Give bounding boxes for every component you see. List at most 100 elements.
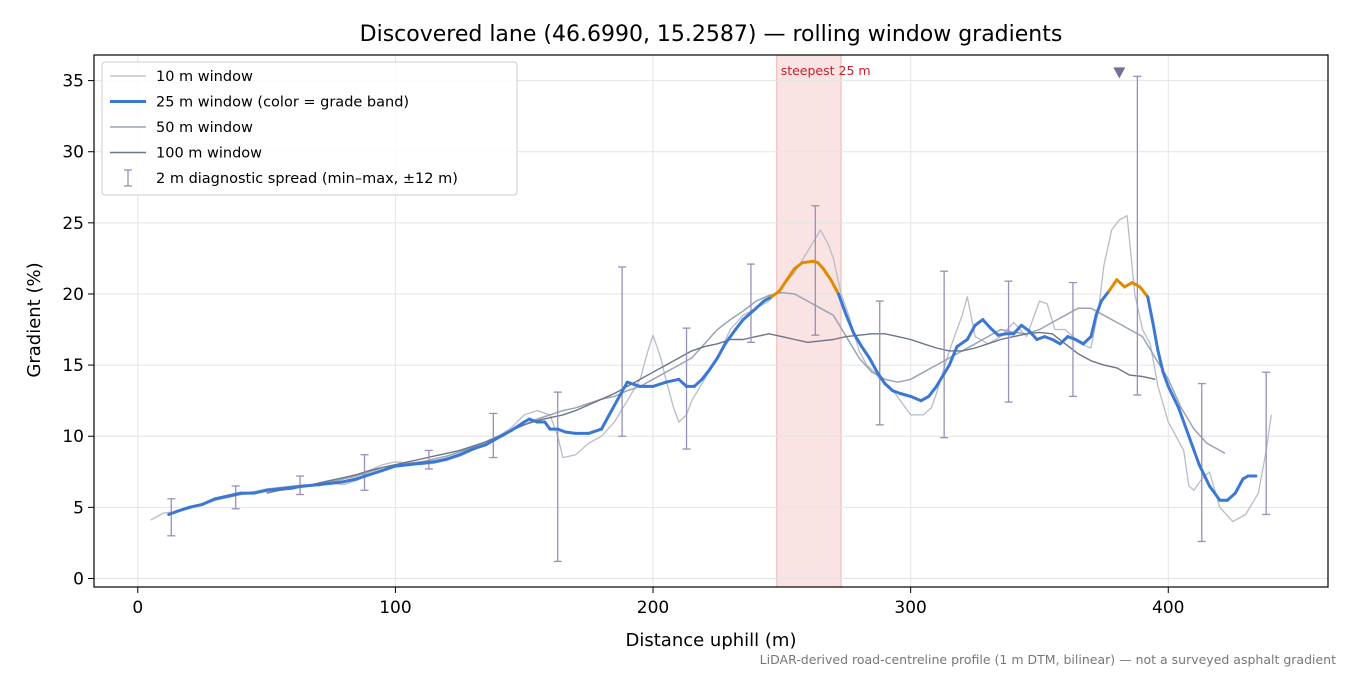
series-segment-25m: [265, 487, 281, 492]
diagnostic-spread-bar: [875, 300, 884, 426]
series-segment-25m: [342, 477, 359, 484]
series-segment-25m: [432, 457, 449, 464]
series-segment-25m: [381, 464, 397, 472]
series-segment-25m: [883, 382, 895, 393]
x-tick-label: 0: [132, 598, 143, 618]
y-tick-label: 30: [62, 143, 84, 163]
series-segment-25m: [1019, 323, 1031, 333]
series-segment-25m: [981, 318, 992, 330]
series-segment-25m: [1138, 285, 1150, 299]
series-segment-25m: [607, 399, 619, 417]
series-segment-25m: [200, 497, 217, 506]
series-segment-25m: [625, 380, 642, 388]
series-segment-25m: [1146, 295, 1155, 324]
series-segment-25m: [651, 380, 668, 388]
diagnostic-spread-bar: [424, 449, 433, 470]
series-segment-25m: [600, 413, 611, 431]
series-segment-25m: [754, 299, 766, 310]
legend-entry: 25 m window (color = grade band): [110, 95, 409, 111]
series-segment-25m: [934, 363, 951, 388]
series-segment-25m: [860, 345, 871, 360]
legend-entry: 2 m diagnostic spread (min–max, ±12 m): [124, 169, 458, 187]
series-segment-25m: [785, 266, 797, 282]
diagnostic-spread-bar: [360, 454, 369, 491]
series-segment-25m: [329, 480, 346, 485]
series-segment-25m: [692, 377, 704, 388]
series-segment-25m: [829, 278, 840, 296]
legend-label: 10 m window: [156, 69, 253, 85]
series-segment-25m: [837, 292, 848, 317]
series-segment-25m: [1012, 323, 1023, 336]
footnote: LiDAR-derived road-centreline profile (1…: [760, 652, 1336, 667]
series-segment-25m: [187, 503, 204, 509]
series-segment-25m: [852, 332, 864, 349]
series-segment-25m: [355, 473, 372, 481]
series-segment-25m: [700, 367, 712, 381]
diagnostic-spread-bar: [489, 412, 498, 459]
series-segment-25m: [1058, 335, 1070, 346]
y-axis-label: Gradient (%): [24, 262, 45, 377]
series-segment-25m: [458, 447, 475, 457]
series-segment-25m: [509, 420, 526, 432]
y-tick-label: 5: [73, 498, 84, 518]
series-segment-25m: [734, 318, 745, 331]
series-segment-25m: [989, 326, 1000, 337]
series-segment-25m: [484, 436, 500, 447]
series-segment-25m: [1177, 406, 1191, 438]
series-segment-25m: [909, 394, 923, 403]
legend-box: [101, 61, 518, 196]
series-segment-25m: [898, 392, 913, 398]
series-segment-25m: [497, 429, 513, 440]
series-segment-25m: [708, 356, 719, 371]
chart-title: Discovered lane (46.6990, 15.2587) — rol…: [360, 22, 1063, 47]
series-segment-25m: [1089, 313, 1098, 339]
series-segment-25m: [664, 377, 681, 384]
series-segment-25m: [1187, 434, 1201, 467]
series-segment-25m: [393, 463, 410, 468]
diagnostic-spread-bar: [167, 498, 176, 537]
series-segment-25m: [1151, 320, 1160, 353]
series-segment-25m: [677, 377, 688, 388]
series-segment-25m: [723, 328, 737, 346]
y-tick-label: 25: [62, 214, 84, 234]
peak-marker: [1113, 67, 1126, 79]
series-segment-25m: [1208, 484, 1222, 502]
diagnostic-spread-bar: [1197, 382, 1206, 543]
series-segment-25m: [965, 323, 977, 341]
series-segment-25m: [615, 380, 629, 403]
legend-label: 100 m window: [156, 146, 262, 162]
legend-entry: 10 m window: [110, 69, 253, 85]
y-tick-label: 0: [73, 569, 84, 589]
series-segment-25m: [1161, 370, 1170, 388]
legend-entry: 50 m window: [110, 120, 253, 136]
diagnostic-spread-bar: [940, 270, 949, 439]
series-segment-25m: [1107, 278, 1119, 293]
series-segment-25m: [1233, 477, 1245, 495]
series-segment-25m: [303, 483, 320, 488]
series-segment-25m: [1197, 463, 1211, 488]
diagnostic-spread-bar: [1262, 371, 1271, 516]
steepest-highlight-label: steepest 25 m: [781, 63, 871, 78]
series-segment-25m: [770, 289, 781, 299]
series-segment-25m: [1099, 289, 1111, 303]
series-segment-25m: [777, 278, 789, 293]
series-segment-25m: [1081, 335, 1093, 346]
diagnostic-spread-bar: [1004, 280, 1013, 403]
series-segment-25m: [445, 453, 462, 461]
diagnostic-spread-bar: [682, 327, 691, 450]
y-tick-label: 20: [62, 285, 84, 305]
y-tick-label: 15: [62, 356, 84, 376]
plot-frame: [93, 54, 1329, 588]
steepest-highlight-band: [776, 54, 842, 588]
series-segment-25m: [801, 259, 815, 265]
series-segment-25m: [867, 356, 879, 374]
legend-entry: 100 m window: [110, 146, 262, 162]
series-segment-25m: [316, 481, 333, 487]
series-segment-25m: [278, 485, 294, 491]
series-segment-25m: [947, 345, 959, 367]
series-segment-25m: [1226, 491, 1237, 502]
y-tick-label: 10: [62, 427, 84, 447]
diagnostic-spread-bar: [553, 391, 562, 563]
series-segment-25m: [973, 318, 985, 327]
x-axis-label: Distance uphill (m): [626, 630, 797, 651]
